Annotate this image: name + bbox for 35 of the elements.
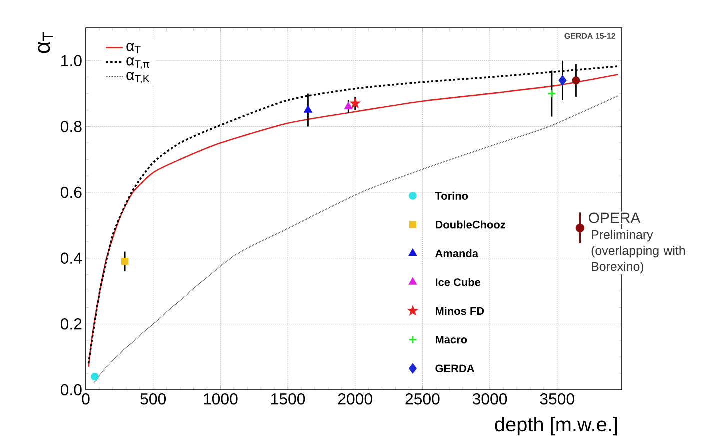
legend-label: Macro xyxy=(436,336,468,344)
y-tick-label: 0.0 xyxy=(60,384,82,396)
legend-label: α$_{T,π}$ xyxy=(126,58,150,70)
x-tick-label: 3500 xyxy=(540,394,574,405)
legend-label: DoubleChooz xyxy=(436,220,506,229)
x-tick-label: 500 xyxy=(140,394,166,405)
x-tick-label: 3000 xyxy=(472,394,508,405)
x-tick-label: 2000 xyxy=(338,394,372,405)
point xyxy=(304,106,312,113)
point xyxy=(558,76,567,86)
y-tick-label: 0.8 xyxy=(60,121,82,132)
y-tick-label: 0.4 xyxy=(60,252,82,264)
point xyxy=(548,89,556,98)
y-tick-label: 0.2 xyxy=(60,318,82,330)
x-tick-label: 1000 xyxy=(204,394,238,405)
annotation: Preliminary (overlapping with Borexino) xyxy=(592,230,686,274)
legend-label: GERDA xyxy=(436,364,475,373)
y-axis-title: α$_{T}$ xyxy=(38,32,54,54)
x-tick-label: 1500 xyxy=(272,394,306,405)
legend-label: Torino xyxy=(435,192,468,200)
legend-label: α$_{T,K}$ xyxy=(126,72,150,84)
point xyxy=(572,76,580,85)
x-tick-label: 2500 xyxy=(406,394,440,405)
y-tick-label: 1.0 xyxy=(62,55,82,67)
point xyxy=(121,258,129,266)
legend-label: Amanda xyxy=(436,249,479,258)
point xyxy=(91,372,100,381)
x-axis-title: depth [m.w.e.] xyxy=(495,417,618,436)
legend-label: Minos FD xyxy=(436,307,484,316)
point xyxy=(344,102,353,110)
x-tick-label: 0 xyxy=(82,394,90,405)
legend-label: α$_{T}$ xyxy=(126,43,141,54)
y-tick-label: 0.6 xyxy=(60,186,82,198)
legend-label: OPERA xyxy=(589,212,641,224)
legend-label: Ice Cube xyxy=(436,278,481,286)
